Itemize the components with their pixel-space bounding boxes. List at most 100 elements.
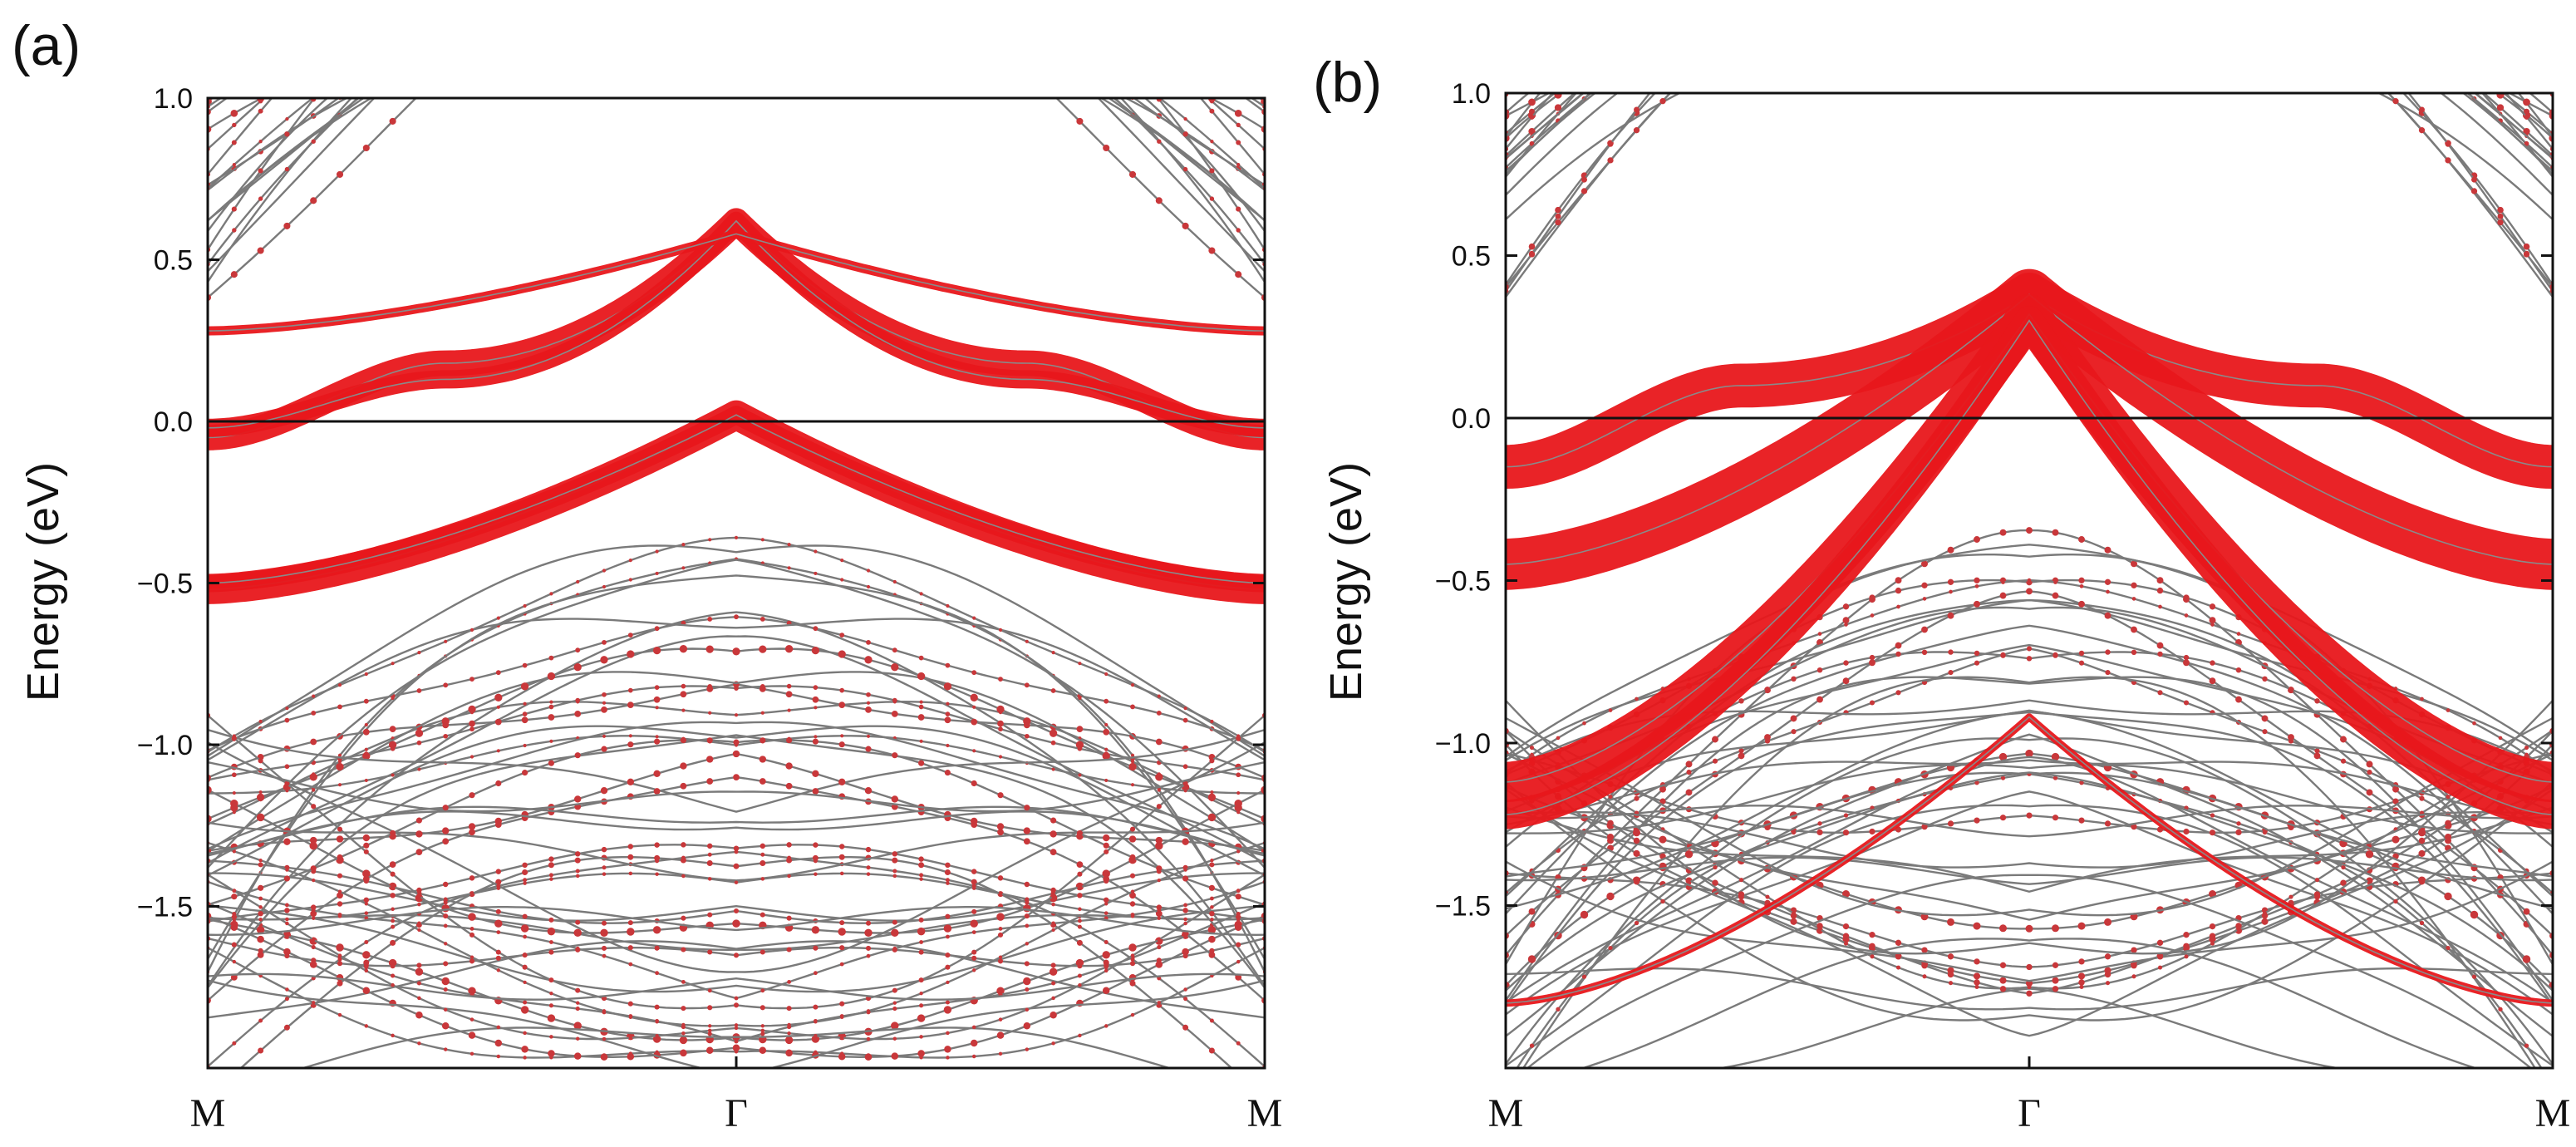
y-tick-label: 0.5	[1452, 241, 1491, 273]
bulk-band-projection	[1506, 110, 2553, 288]
bulk-band-line	[208, 728, 1265, 813]
bulk-band-line	[1506, 756, 2553, 1004]
bulk-band-projection	[1506, 104, 2553, 160]
bulk-band-line	[208, 98, 1265, 222]
bulk-band-line	[208, 98, 1265, 186]
bulk-band-projection	[208, 104, 1265, 110]
bulk-band-line	[208, 98, 1265, 221]
bulk-band-line	[1506, 93, 2553, 96]
bulk-band-projection	[1506, 106, 2553, 294]
bulk-band-line	[1506, 967, 2553, 1011]
bulk-band-line	[1506, 860, 2553, 982]
surface-band-5-core	[208, 233, 1265, 332]
y-tick-label: −0.5	[137, 569, 193, 600]
band-structure-plot-a: 1.0 0.5 0.0 −0.5 −1.0 −1.5 M Γ M Energy (eV)	[18, 0, 1283, 1135]
bulk-band-line	[208, 574, 1265, 960]
bulk-band-line	[1506, 93, 2553, 135]
bulk-band-line	[1506, 93, 2553, 178]
x-tick-label: M	[190, 1091, 226, 1135]
bulk-band-projection	[1506, 96, 2553, 170]
bulk-band-line	[1506, 788, 2553, 1037]
bulk-band-line	[1506, 93, 2553, 150]
bulk-band-line	[1506, 759, 2553, 826]
bulk-band-line	[208, 98, 1265, 232]
bulk-band-line	[1506, 93, 2553, 160]
bulk-band-line	[208, 972, 1265, 1001]
x-tick-label: Γ	[725, 1091, 748, 1135]
y-tick-label: −1.0	[1435, 728, 1491, 760]
y-tick-label: −1.5	[1435, 891, 1491, 923]
bulk-band-line	[208, 98, 1265, 190]
bulk-band-projection	[208, 98, 1265, 190]
bulk-band-line	[1506, 805, 2553, 838]
bulk-band-projection	[1506, 93, 2553, 116]
bulk-band-line	[208, 821, 1265, 882]
bulk-band-line	[208, 0, 1265, 89]
bulk-band-line	[208, 559, 1265, 869]
bulk-band-line	[208, 98, 1265, 283]
bulk-band-line	[208, 98, 1265, 222]
bulk-band-projection	[1506, 93, 2553, 137]
bulk-band-line	[1506, 93, 2553, 286]
x-tick-label: M	[2535, 1091, 2571, 1135]
bulk-band-line	[208, 98, 1265, 191]
bulk-band-line	[208, 98, 1265, 108]
bulk-band-line	[1506, 771, 2553, 992]
bulk-band-line	[208, 872, 1265, 922]
bulk-band-projection	[1506, 98, 2553, 290]
bulk-band-projection	[1506, 114, 2553, 152]
plot-area	[208, 0, 1265, 1068]
bulk-band-line	[1506, 780, 2553, 1021]
x-tick-label: M	[1247, 1091, 1283, 1135]
panel-label-b: (b)	[1313, 51, 1383, 114]
bulk-band-line	[1506, 733, 2553, 1037]
panel-label-a: (a)	[12, 14, 81, 77]
y-tick-label: −1.0	[137, 730, 193, 761]
bulk-band-line	[208, 671, 1265, 853]
surface-band-2	[208, 211, 1265, 437]
y-axis-label: Energy (eV)	[1321, 462, 1371, 701]
chart-panel-b: (b) 1.0 0.5 0.0 −0.5 −1.0 −1.5 M Γ M Energy (eV)	[1288, 0, 2576, 1147]
bulk-band-line	[208, 906, 1265, 937]
bulk-band-line	[208, 700, 1265, 825]
bulk-band-line	[1506, 790, 2553, 1016]
bulk-band-line	[208, 0, 1265, 90]
bulk-band-line	[208, 98, 1265, 103]
bulk-band-projection	[208, 0, 1265, 90]
bulk-band-line	[1506, 93, 2553, 114]
bulk-band-line	[1506, 753, 2553, 921]
bulk-band-line	[1506, 93, 2553, 293]
bulk-band-projection	[208, 98, 1265, 188]
band-structure-plot-b: 1.0 0.5 0.0 −0.5 −1.0 −1.5 M Γ M Energy (eV)	[1321, 78, 2571, 1135]
bulk-band-line	[1506, 804, 2553, 1067]
bulk-band-line	[208, 98, 1265, 113]
y-axis-label: Energy (eV)	[18, 462, 68, 701]
y-tick-label: −0.5	[1435, 566, 1491, 598]
bulk-band-line	[208, 98, 1265, 130]
bulk-band-line	[1506, 811, 2553, 869]
bulk-band-line	[208, 98, 1265, 150]
y-tick-label: 0.0	[1452, 403, 1491, 435]
bulk-band-line	[1506, 93, 2553, 169]
bulk-band-line	[1506, 93, 2553, 288]
bulk-band-projection	[208, 98, 1265, 302]
bulk-band-projection	[208, 98, 1265, 106]
bulk-band-line	[1506, 554, 2553, 758]
surface-band-4-core	[1506, 319, 2553, 815]
bulk-band-line	[1506, 709, 2553, 834]
bulk-band-line	[1526, 874, 2533, 1068]
bulk-band-projection	[208, 915, 1265, 1045]
bulk-band-line	[1506, 806, 2553, 893]
bulk-band-projection	[208, 98, 1265, 133]
surface-band-5-core	[1506, 716, 2553, 1004]
chart-panel-a: (a) 1.0 0.5 0.0 −0.5 −1.0 −1.5 M Γ M Energy (eV)	[12, 0, 1283, 1135]
x-tick-label: Γ	[2018, 1091, 2041, 1135]
bulk-band-projection	[208, 108, 1265, 116]
bulk-band-projection	[208, 750, 1265, 854]
bulk-band-line	[1506, 93, 2553, 175]
surface-bands	[1506, 268, 2553, 1007]
bulk-band-projection	[208, 681, 1265, 781]
bulk-band-line	[1580, 938, 2479, 1068]
y-tick-label: −1.5	[137, 892, 193, 923]
bulk-band-line	[1506, 856, 2553, 885]
